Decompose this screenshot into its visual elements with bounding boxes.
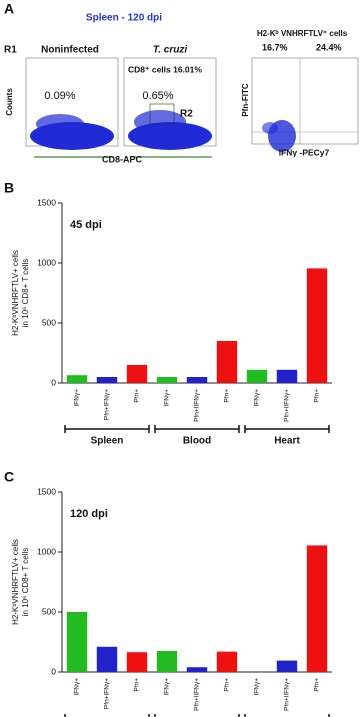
bar [216, 651, 238, 672]
bar [96, 646, 118, 672]
cell-cloud [262, 122, 278, 134]
bar [156, 651, 178, 672]
bar [66, 612, 88, 672]
plot-note: CD8⁺ cells 16.01% [128, 64, 202, 74]
x-tick-label: IFNγ+ [254, 678, 261, 696]
panel-title: Spleen - 120 dpi [86, 13, 162, 24]
gate-label: R1 [4, 45, 17, 56]
gate-percent: 0.65% [142, 90, 173, 102]
cell-cloud [36, 114, 84, 134]
bar [126, 652, 148, 672]
x-axis-label: CD8-APC [102, 154, 143, 164]
y-tick-label: 0 [51, 377, 56, 387]
x-tick-label: Pfn+IFNγ+ [104, 678, 111, 709]
bar [156, 377, 178, 383]
x-tick-label: IFNγ+ [74, 678, 81, 696]
x-tick-label: Pfn+ [134, 389, 141, 403]
x-axis-label: IFNγ -PECy7 [279, 147, 330, 157]
panel-a: A Spleen - 120 dpi R1 Noninfected T. cru… [4, 1, 359, 164]
x-tick-label: Pfn+ [224, 678, 231, 692]
y-tick-label: 1500 [37, 486, 56, 496]
chart-title: 45 dpi [70, 219, 102, 231]
quadrant-percent: 24.4% [316, 42, 342, 52]
y-tick-label: 500 [42, 606, 56, 616]
plot-title: H2-Kᵇ VNHRFTLV⁺ cells [257, 29, 348, 38]
bar [276, 660, 298, 672]
group-label: Heart [274, 436, 300, 447]
x-tick-label: IFNγ+ [164, 389, 171, 407]
gate-percent: 0.09% [44, 90, 75, 102]
group-label: Blood [183, 436, 211, 447]
bar [276, 369, 298, 383]
x-tick-label: Pfn+ [134, 678, 141, 692]
y-tick-label: 1000 [37, 546, 56, 556]
bar [186, 667, 208, 672]
y-tick-label: 0 [51, 666, 56, 676]
y-tick-label: 1500 [37, 197, 56, 207]
cell-cloud [134, 110, 186, 134]
panel-label: B [4, 180, 14, 196]
x-tick-label: Pfn+ [314, 678, 321, 692]
x-tick-label: Pfn+IFNγ+ [104, 389, 111, 420]
gate [149, 103, 175, 125]
y-tick-label: 1000 [37, 257, 56, 267]
bar [306, 268, 328, 383]
x-tick-label: Pfn+ [224, 389, 231, 403]
quadrant-percent: 16.7% [262, 42, 288, 52]
x-tick-label: Pfn+IIFNγ+ [284, 389, 291, 422]
x-tick-label: Pfn+IIFNγ+ [284, 678, 291, 711]
bar [246, 369, 268, 383]
y-tick-label: 500 [42, 317, 56, 327]
plot-title: T. cruzi [153, 45, 187, 56]
y-axis-label: in 10⁶ CD8+ T cells [21, 548, 30, 617]
plot-title: Noninfected [41, 45, 99, 56]
y-axis-label: in 10⁶ CD8+ T cells [21, 259, 30, 328]
panel-label: C [4, 469, 14, 485]
y-axis-label: H2-KᵇVNHRFTLV+ cells [11, 250, 20, 336]
bar [126, 365, 148, 383]
x-tick-label: IFNγ+ [164, 678, 171, 696]
bar [306, 545, 328, 672]
x-tick-label: IFNγ+ [74, 389, 81, 407]
x-tick-label: IFNγ+ [254, 389, 261, 407]
y-axis-label: Counts [5, 88, 14, 116]
panel-label: A [4, 1, 14, 17]
x-tick-label: Pfn+ [314, 389, 321, 403]
plot-frame [251, 57, 359, 145]
x-tick-label: Pfn+IIFNγ+ [194, 678, 201, 711]
y-axis-label: H2-KᵇVNHRFTLV+ cells [11, 539, 20, 625]
bar [216, 341, 238, 383]
group-label: Spleen [91, 436, 124, 447]
bar [96, 377, 118, 383]
gate-label: R2 [180, 109, 193, 120]
bar [186, 377, 208, 383]
y-axis-label: Pfn-FITC [241, 83, 250, 117]
chart-title: 120 dpi [70, 508, 108, 520]
x-tick-label: Pfn+IIFNγ+ [194, 389, 201, 422]
bar [66, 375, 88, 383]
